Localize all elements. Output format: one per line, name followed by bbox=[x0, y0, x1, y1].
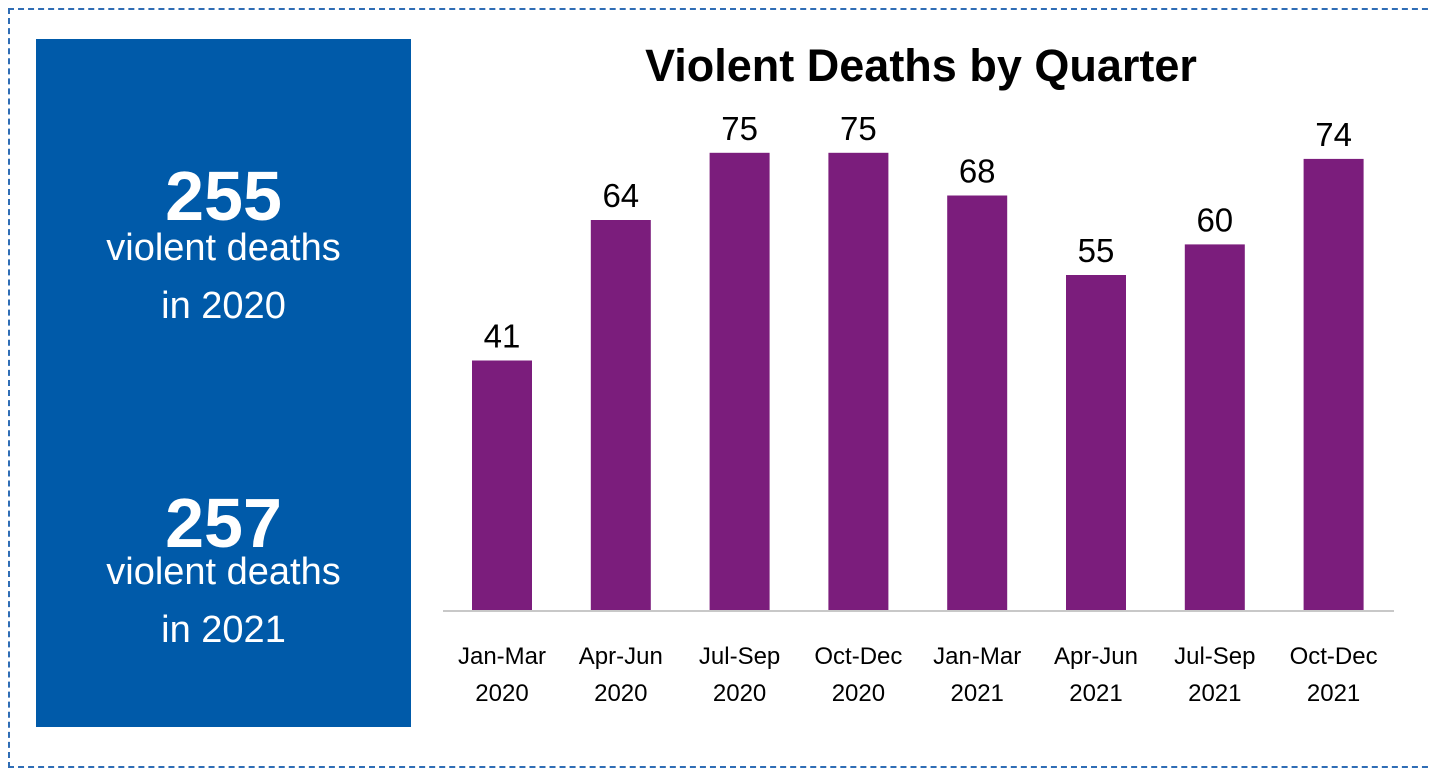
tick-label-5-line-1: 2021 bbox=[1069, 680, 1122, 707]
value-label-5: 55 bbox=[1078, 232, 1115, 269]
bars-layer bbox=[472, 152, 1364, 612]
tick-label-4-line-0: Jan-Mar bbox=[933, 643, 1021, 670]
stat-2020-caption: violent deaths in 2020 bbox=[106, 227, 341, 327]
tick-label-2-line-1: 2020 bbox=[713, 680, 766, 707]
bar-2 bbox=[709, 152, 770, 612]
value-label-2: 75 bbox=[721, 110, 758, 147]
bar-4 bbox=[947, 195, 1008, 611]
tick-label-7-line-0: Oct-Dec bbox=[1290, 643, 1378, 670]
tick-label-6-line-1: 2021 bbox=[1188, 680, 1241, 707]
tick-label-2-line-0: Jul-Sep bbox=[699, 643, 780, 670]
tick-label-4-line-1: 2021 bbox=[951, 680, 1004, 707]
tick-label-0-line-1: 2020 bbox=[475, 680, 528, 707]
stat-2020-number: 255 bbox=[165, 157, 282, 235]
value-label-6: 60 bbox=[1196, 201, 1233, 238]
stats-panel: 255 violent deaths in 2020 257 violent d… bbox=[36, 39, 411, 727]
value-label-7: 74 bbox=[1315, 116, 1352, 153]
tick-label-6-line-0: Jul-Sep bbox=[1174, 643, 1255, 670]
bar-7 bbox=[1303, 158, 1364, 611]
tick-labels-layer: Jan-Mar 2020 Apr-Jun 2020 Jul-Sep 2020 Oct-Dec… bbox=[458, 643, 1378, 707]
chart-title: Violent Deaths by Quarter bbox=[645, 40, 1197, 91]
tick-label-1-line-0: Apr-Jun bbox=[579, 643, 663, 670]
stat-2021-caption: violent deaths in 2021 bbox=[106, 551, 341, 651]
value-label-0: 41 bbox=[484, 318, 521, 355]
bar-1 bbox=[590, 220, 651, 611]
tick-label-1-line-1: 2020 bbox=[594, 680, 647, 707]
value-label-3: 75 bbox=[840, 110, 877, 147]
value-label-4: 68 bbox=[959, 153, 996, 190]
tick-label-3-line-0: Oct-Dec bbox=[814, 643, 902, 670]
tick-label-3-line-1: 2020 bbox=[832, 680, 885, 707]
tick-label-0-line-0: Jan-Mar bbox=[458, 643, 546, 670]
value-labels-layer: 41 64 75 75 68 55 60 74 bbox=[484, 110, 1352, 355]
tick-label-5-line-0: Apr-Jun bbox=[1054, 643, 1138, 670]
tick-label-7-line-1: 2021 bbox=[1307, 680, 1360, 707]
bar-5 bbox=[1066, 275, 1126, 611]
stat-2021-number: 257 bbox=[165, 484, 282, 562]
value-label-1: 64 bbox=[602, 177, 639, 214]
bar-6 bbox=[1184, 244, 1245, 611]
bar-0 bbox=[472, 360, 532, 611]
bar-3 bbox=[828, 152, 889, 612]
